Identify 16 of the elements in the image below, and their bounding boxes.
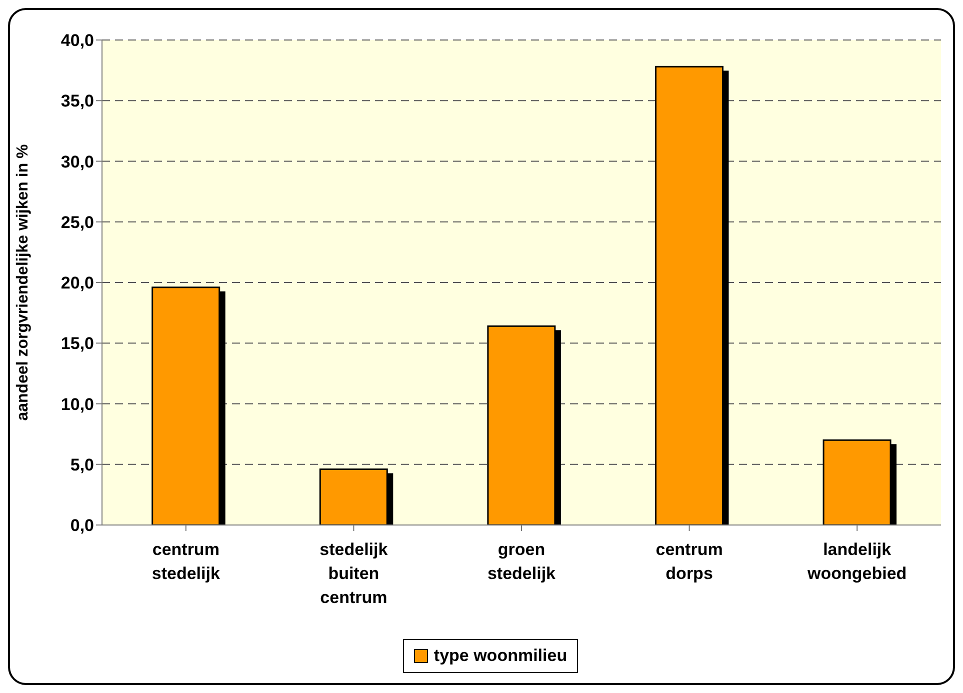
y-tick-label: 5,0: [70, 455, 94, 474]
y-tick-label: 15,0: [60, 334, 94, 354]
x-tick-label: centrum dorps: [656, 540, 723, 583]
y-tick-label: 35,0: [60, 92, 94, 111]
y-axis-title: aandeel zorgvriendelijke wijken in %: [14, 144, 32, 421]
y-tick-label: 10,0: [60, 394, 94, 414]
y-tick-label: 25,0: [60, 212, 94, 232]
y-tick-label: 20,0: [60, 274, 94, 293]
x-tick-label: stedelijk buiten centrum: [320, 540, 388, 607]
y-tick-label: 40,0: [60, 31, 94, 50]
x-tick-label: groen stedelijk: [487, 540, 556, 583]
y-tick-label: 30,0: [60, 152, 94, 172]
y-tick-label: 0,0: [70, 516, 94, 536]
x-tick-label: centrum stedelijk: [152, 540, 220, 583]
legend-label: type woonmilieu: [432, 646, 568, 666]
x-tick-label: landelijk woongebied: [806, 540, 907, 583]
